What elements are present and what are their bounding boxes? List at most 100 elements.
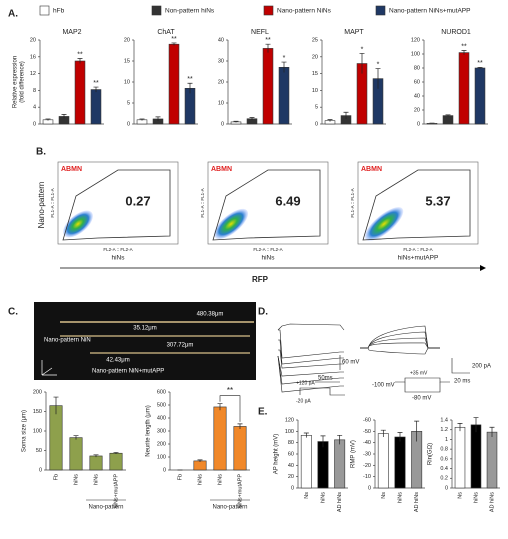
y-tick-label: 5 [127,100,130,106]
significance: ** [187,76,193,83]
sample-label: hiNs [261,255,275,262]
fl-x-label: FL2-A :: FL2-A [103,247,132,252]
legend-label: Nano-pattern NiNs+mutAPP [389,8,470,15]
scale-label: 35.12μm [133,326,156,332]
x-tick-label: AD hiNs [337,492,343,512]
chart-title: NEFL [251,29,269,36]
x-tick-label: hiNs+mutAPP [237,474,243,509]
scale-label: 480.38μm [197,312,224,318]
y-tick-label: 200 [157,441,166,447]
bar [193,460,207,471]
error-bar [461,50,467,55]
significance: * [377,61,380,68]
y-tick-label: 0 [291,485,294,491]
y-tick-label: 100 [33,428,42,434]
y-tick-label: 60 [414,79,420,85]
y-tick-label: 20 [124,37,130,43]
y-tick-label: 5 [315,105,318,111]
x-tick-label: hiNs [197,474,203,485]
image-label: Nano-pattern NiN [44,338,91,344]
stim-label: +120 pA [296,380,315,386]
gate-percent: 6.49 [275,193,300,208]
y-tick-label: 30 [218,58,224,64]
y-tick-label: 8 [33,88,36,94]
y-tick-label: 4 [33,105,36,111]
arrow-head [480,265,486,271]
y-tick-label: 0.2 [440,476,448,482]
y-tick-label: 200 [33,389,42,395]
bar [69,437,83,471]
x-tick-label: hiNs [93,474,99,485]
chart-title: NUROD1 [441,29,471,36]
y-tick-label: 0 [127,121,130,127]
y-tick-label: 0 [33,121,36,127]
x-tick-label: AD hiNs [414,492,420,512]
sample-label: hiNs [111,255,125,262]
bar [454,426,466,489]
bar [49,405,63,471]
sample-label: hiNs+mutAPP [398,255,439,262]
legend-swatch [263,5,274,16]
y-tick-label: 100 [157,454,166,460]
gate-label: ABMN [211,166,232,173]
y-axis-label: Soma size (μm) [22,410,28,452]
stim-label: -80 mV [412,396,431,402]
y-tick-label: 0 [368,485,371,491]
y-tick-label: 15 [312,71,318,77]
error-bar [320,435,326,448]
cell-cloud [213,208,249,240]
bar [442,115,454,125]
error-bar [217,403,223,411]
group-label: Nano-pattern [212,505,247,511]
legend-swatch [151,5,162,16]
y-tick-label: 40 [414,93,420,99]
y-axis-label: (fold difference) [20,61,26,103]
bar [233,426,247,471]
x-tick-label: Fb [53,474,59,480]
bar [74,60,86,125]
bar [394,436,406,489]
image-label: Nano-pattern NiN+mutAPP [92,369,164,375]
y-tick-label: 20 [414,107,420,113]
error-bar [375,68,381,89]
stim-label: -20 pA [296,398,311,404]
significance: ** [265,37,271,44]
y-tick-label: 0 [163,467,166,473]
y-tick-label: 0 [445,485,448,491]
bar [377,433,389,489]
y-tick-label: 100 [411,51,420,57]
y-tick-label: -10 [363,474,371,480]
y-tick-label: -50 [363,429,371,435]
panel-label: A. [8,9,18,20]
scale-label: 307.72μm [167,343,194,349]
gate-label: ABMN [61,166,82,173]
x-tick-label: Fb [177,474,183,480]
legend-swatch [39,5,50,16]
y-tick-label: 0.8 [440,447,448,453]
error-bar [187,82,193,94]
y-tick-label: 12 [30,71,36,77]
x-tick-label: hiNs [473,492,479,503]
bar [168,43,180,125]
error-bar [249,117,255,121]
x-tick-label: Ns [457,492,463,499]
y-tick-label: 25 [312,37,318,43]
y-tick-label: 0 [39,467,42,473]
significance: ** [77,51,83,58]
error-bar [139,118,145,121]
bar [89,455,103,471]
error-bar [327,119,333,122]
significance: * [283,55,286,62]
panel-label: D. [258,307,268,318]
flow-y-title: Nano-pattern [37,182,46,229]
y-tick-label: 0 [417,121,420,127]
y-axis-label: Neurite length (μm) [146,405,152,456]
error-bar [489,426,495,437]
bar [262,48,274,125]
y-tick-label: -40 [363,440,371,446]
error-bar [380,429,386,437]
panel-label: B. [36,147,46,158]
y-tick-label: 150 [33,409,42,415]
gate-percent: 5.37 [425,193,450,208]
legend-label: Non-pattern hiNs [165,8,215,15]
